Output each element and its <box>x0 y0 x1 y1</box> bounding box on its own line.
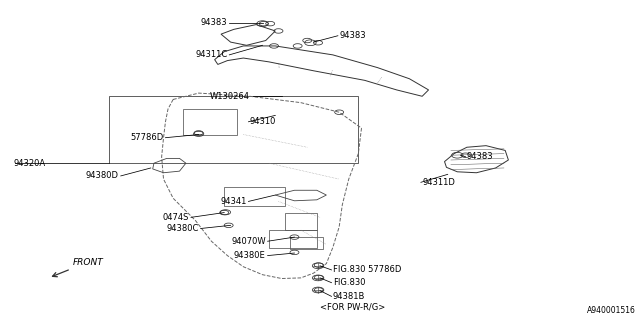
Bar <box>290 237 323 249</box>
Text: 94070W: 94070W <box>231 237 266 246</box>
Text: 94380E: 94380E <box>234 251 266 260</box>
Text: 94311D: 94311D <box>422 178 455 187</box>
Text: <FOR PW-R/G>: <FOR PW-R/G> <box>320 303 385 312</box>
Bar <box>182 109 237 134</box>
Bar <box>269 230 317 248</box>
Text: 94310: 94310 <box>250 117 276 126</box>
Text: 94341: 94341 <box>220 197 246 206</box>
Bar <box>224 187 285 206</box>
Text: A940001516: A940001516 <box>588 306 636 315</box>
Text: 94383: 94383 <box>467 152 493 161</box>
Text: 0474S: 0474S <box>163 213 189 222</box>
Text: 94320A: 94320A <box>13 159 45 168</box>
Text: FIG.830: FIG.830 <box>333 278 365 287</box>
Text: W130264: W130264 <box>210 92 250 101</box>
Bar <box>109 96 358 163</box>
Text: 94383: 94383 <box>201 19 227 28</box>
Text: 94380C: 94380C <box>166 224 198 233</box>
Text: 94383: 94383 <box>339 31 366 40</box>
Text: 94381B: 94381B <box>333 292 365 301</box>
Bar <box>285 212 317 230</box>
Text: 94380D: 94380D <box>86 172 119 180</box>
Text: 94311C: 94311C <box>195 50 227 59</box>
Text: 57786D: 57786D <box>131 133 164 142</box>
Text: FRONT: FRONT <box>73 258 104 267</box>
Text: FIG.830 57786D: FIG.830 57786D <box>333 265 401 275</box>
